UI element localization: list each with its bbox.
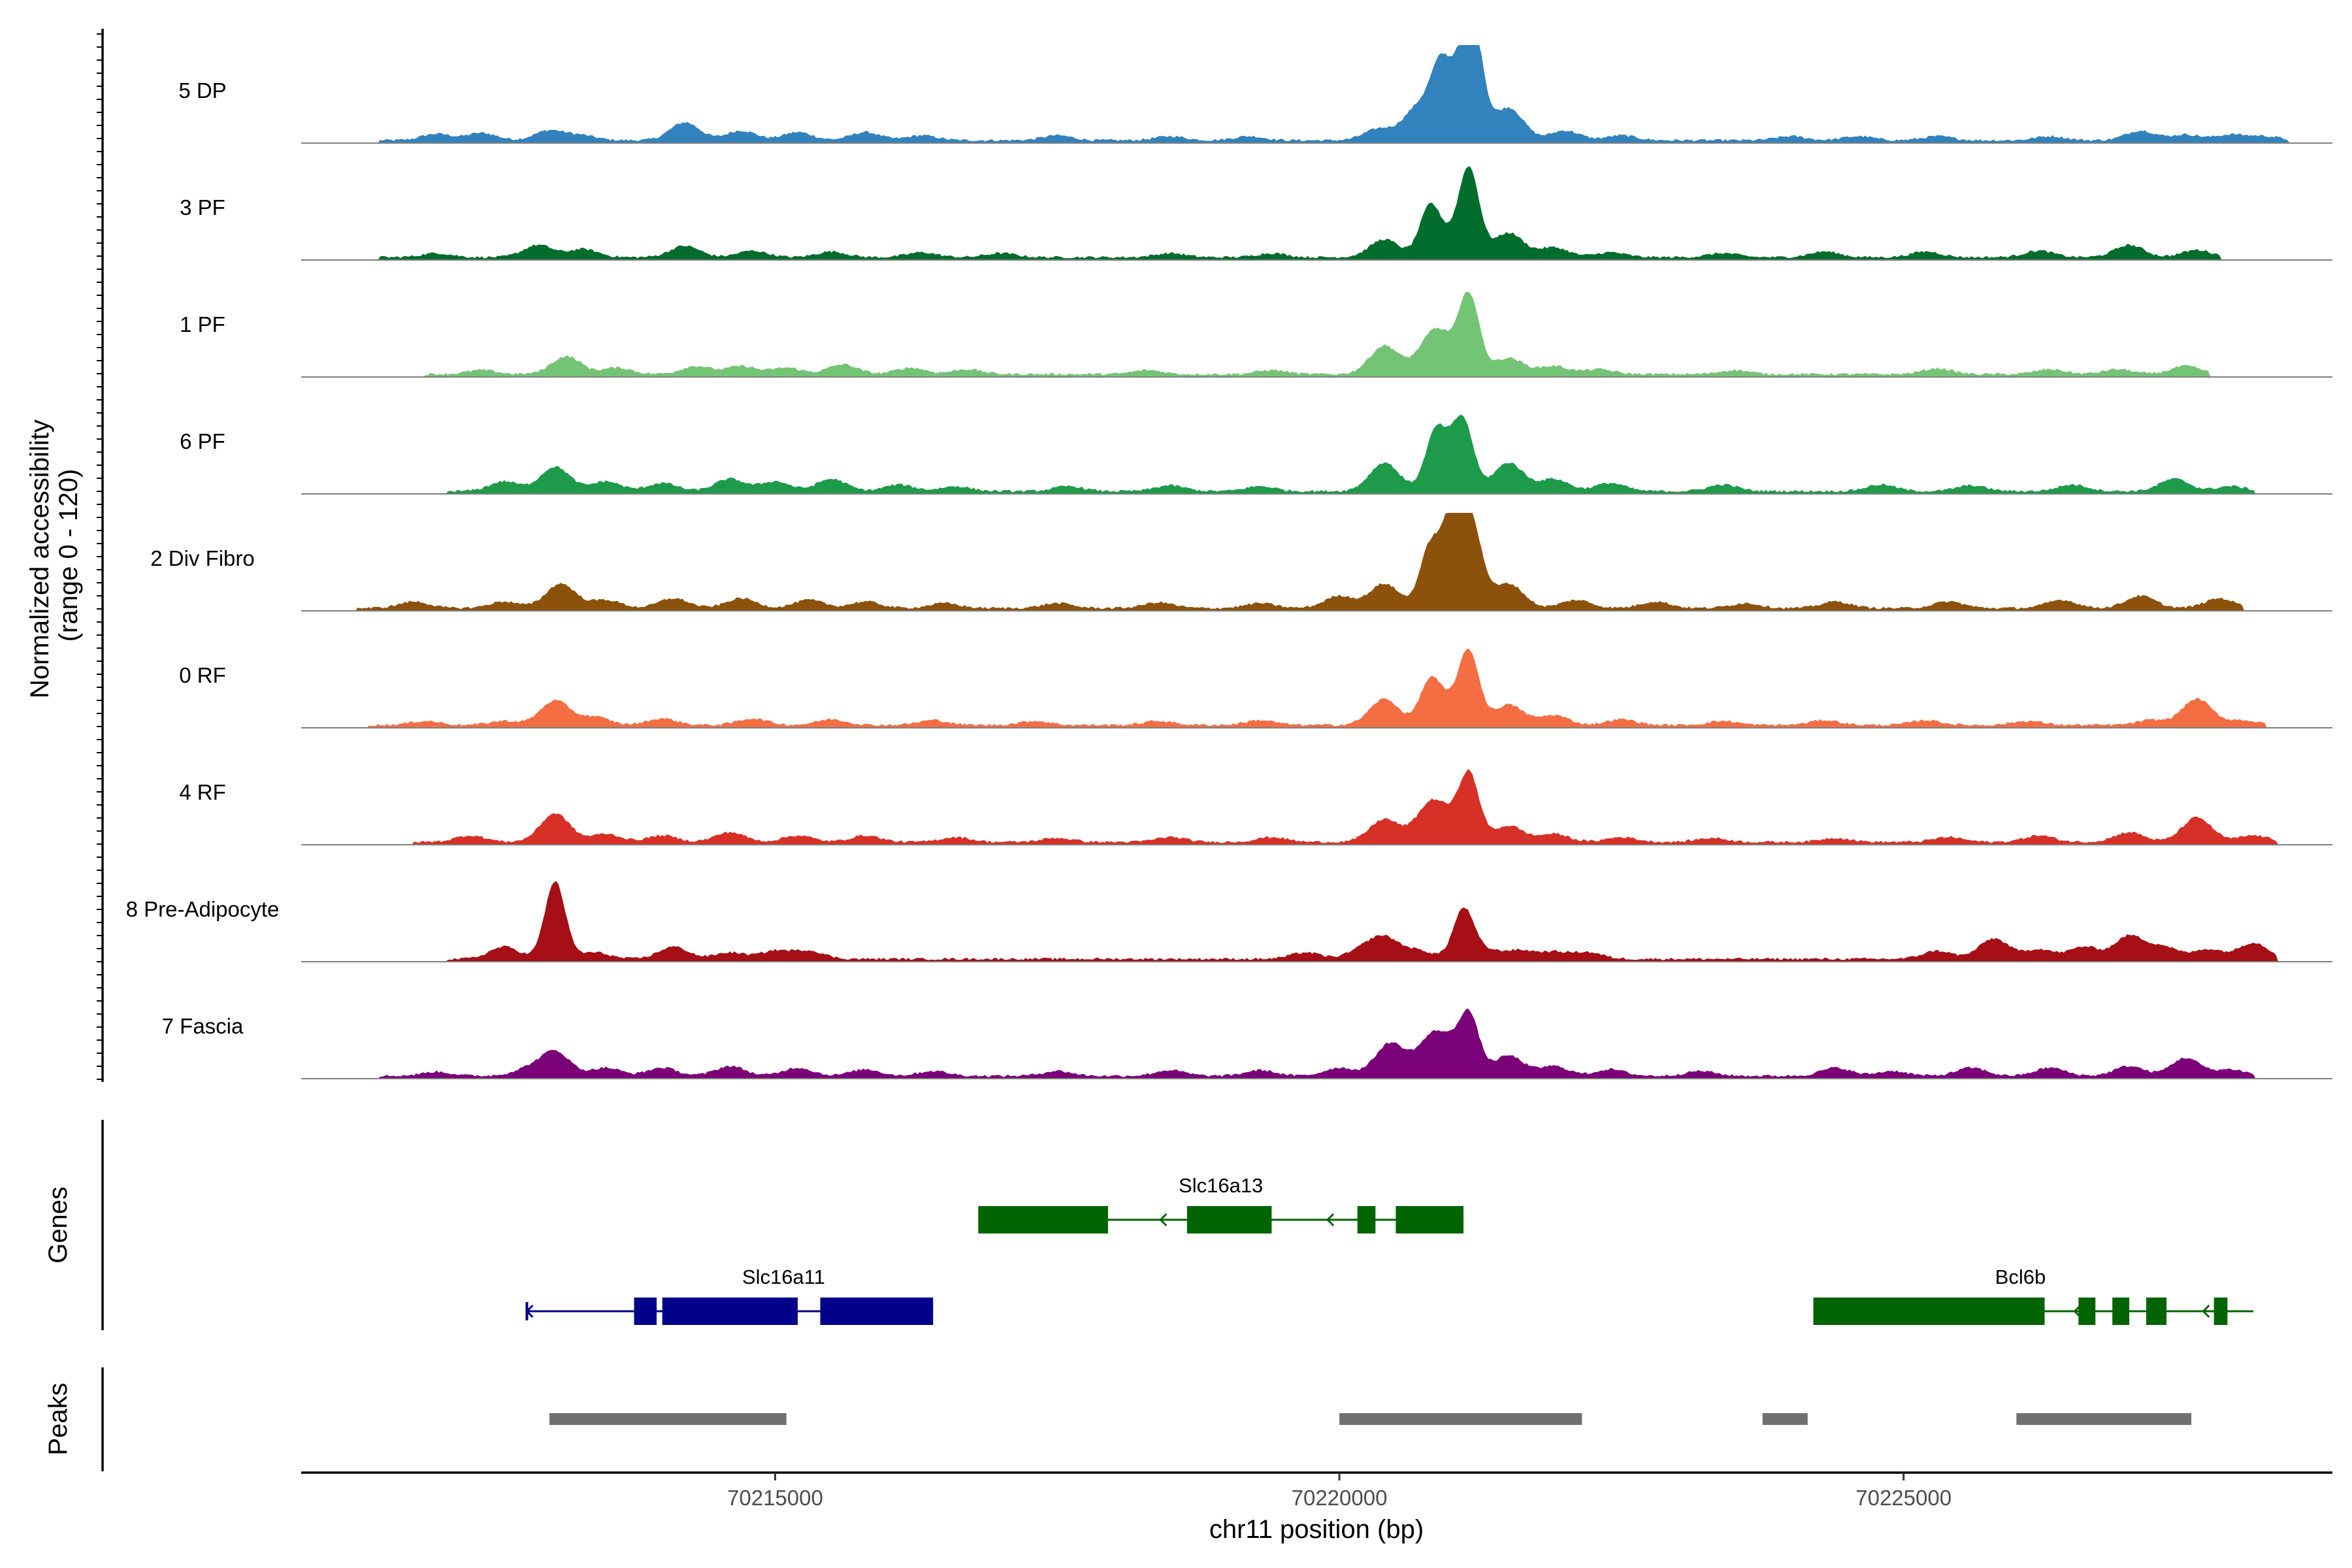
x-axis-ticks: 70215000 70220000 70225000	[727, 1473, 1952, 1510]
track-label: 5 DP	[178, 78, 226, 103]
gene-exon	[820, 1298, 934, 1325]
coverage-tracks: 5 DP 3 PF 1 PF 6 PF 2 Div Fibro 0 RF 4 RF 8 Pre…	[126, 45, 2332, 1079]
x-tick-label: 70225000	[1855, 1486, 1952, 1510]
gene-exon	[978, 1206, 1108, 1233]
track-label: 7 Fascia	[162, 1014, 244, 1038]
gene-Slc16a13: Slc16a13	[978, 1174, 1464, 1233]
track-6: 0 RF	[179, 648, 2332, 728]
strand-arrow	[2073, 1304, 2082, 1318]
gene-label: Slc16a11	[742, 1266, 825, 1288]
x-axis-title: chr11 position (bp)	[1209, 1515, 1424, 1544]
peak-region	[1339, 1413, 1582, 1425]
y-axis-title-line2: (range 0 - 120)	[54, 469, 83, 642]
track-label: 4 RF	[179, 780, 226, 804]
track-7: 4 RF	[179, 768, 2332, 845]
track-label: 8 Pre-Adipocyte	[126, 897, 280, 921]
x-tick-label: 70220000	[1292, 1486, 1388, 1510]
gene-exon	[1186, 1206, 1272, 1233]
gene-exon	[1357, 1206, 1376, 1233]
genes-track-label: Genes	[44, 1186, 73, 1264]
x-tick-label: 70215000	[727, 1486, 823, 1510]
track-8: 8 Pre-Adipocyte	[126, 881, 2332, 962]
track-4: 6 PF	[180, 414, 2332, 495]
gene-label: Slc16a13	[1179, 1174, 1263, 1197]
coverage-area	[301, 881, 2332, 962]
peak-region	[2016, 1413, 2192, 1425]
gene-exon	[634, 1298, 657, 1325]
track-3: 1 PF	[180, 291, 2332, 378]
coverage-area	[301, 414, 2332, 494]
gene-exon	[2112, 1298, 2130, 1325]
gene-exon	[1396, 1206, 1464, 1233]
track-label: 3 PF	[180, 195, 225, 220]
gene-Bcl6b: Bcl6b	[1813, 1266, 2254, 1325]
coverage-area	[301, 166, 2332, 260]
peak-region	[1762, 1413, 1808, 1425]
coverage-area	[301, 1008, 2332, 1079]
strand-arrow	[1159, 1213, 1168, 1227]
peaks-track	[549, 1413, 2192, 1425]
strand-arrow	[525, 1304, 534, 1318]
y-axis-title: Normalized accessibility (range 0 - 120)	[25, 412, 83, 698]
coverage-area	[301, 768, 2332, 845]
gene-exon	[1813, 1298, 2045, 1325]
coverage-y-axis	[97, 29, 104, 1082]
peaks-track-label: Peaks	[44, 1382, 73, 1455]
track-5: 2 Div Fibro	[150, 513, 2332, 612]
track-1: 5 DP	[178, 45, 2332, 144]
gene-label: Bcl6b	[1995, 1266, 2046, 1288]
genes-track: Slc16a13 Slc16a11 Bcl6b	[525, 1174, 2254, 1325]
y-axis-title-line1: Normalized accessibility	[25, 419, 54, 698]
gene-Slc16a11: Slc16a11	[525, 1266, 934, 1325]
coverage-area	[301, 648, 2332, 728]
track-label: 2 Div Fibro	[150, 546, 255, 570]
gene-exon	[2213, 1298, 2228, 1325]
track-9: 7 Fascia	[162, 1008, 2332, 1079]
coverage-area	[301, 513, 2332, 611]
peak-region	[549, 1413, 787, 1425]
track-label: 1 PF	[180, 312, 225, 336]
gene-exon	[2146, 1298, 2167, 1325]
gene-exon	[2078, 1298, 2096, 1325]
track-label: 6 PF	[180, 429, 225, 453]
coverage-y-axis-ticks	[97, 33, 103, 1080]
track-label: 0 RF	[179, 663, 226, 687]
track-2: 3 PF	[180, 166, 2332, 261]
strand-arrow	[1326, 1213, 1335, 1227]
gene-exon	[662, 1298, 798, 1325]
strand-arrow	[2202, 1304, 2210, 1318]
